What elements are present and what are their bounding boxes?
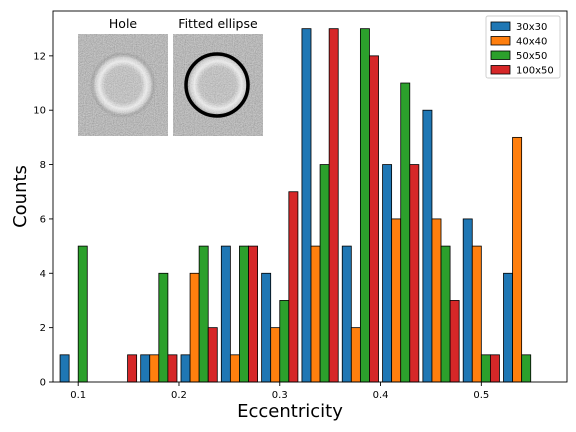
bar [391,218,402,383]
bar [310,245,321,383]
bar [77,245,88,383]
inset-images: Hole Fitted ellipse [78,16,263,136]
legend-label: 40x40 [516,37,547,48]
bar [167,354,178,383]
legend-label: 30x30 [516,22,547,33]
axes-frame [52,10,568,383]
y-tick-label: 4 [40,269,46,280]
bar [158,272,169,383]
bar [229,354,240,383]
y-tick-label: 2 [40,323,46,334]
x-axis-label: Eccentricity [237,401,343,422]
legend: 30x30 40x40 50x50 100x50 [485,15,561,79]
y-tick-label: 0 [40,378,46,389]
inset-hole-label: Hole [109,16,138,31]
bar [127,354,138,383]
bar [207,327,218,383]
x-tick-label: 0.1 [70,390,86,401]
inset-fitted-label: Fitted ellipse [178,16,258,31]
bar [248,245,258,383]
x-tick-label: 0.5 [473,390,489,401]
bar [180,354,191,383]
bar [59,354,70,383]
bar [328,28,339,383]
bar [341,245,352,383]
bar [440,245,451,383]
fitted-ellipse-image [173,34,263,136]
bar [409,164,420,383]
fitted-ellipse-outline [184,52,250,118]
bar [239,245,249,383]
bar [503,272,513,383]
bar [462,218,473,383]
bar [149,354,160,383]
bar [279,300,290,383]
x-tick-label: 0.4 [373,390,389,401]
bar [359,28,370,383]
legend-label: 100x50 [516,66,554,77]
plot-area: 0.1 0.2 0.3 0.4 0.5 0 2 4 6 8 10 12 Eccentricity Coun… [10,10,568,422]
bar [471,245,482,383]
bar [220,245,231,383]
bar [261,272,272,383]
bar [449,300,460,383]
bar [369,55,379,383]
bar [489,354,500,383]
y-tick-label: 10 [33,106,46,117]
legend-label: 50x50 [516,51,547,62]
y-tick-label: 12 [33,51,46,62]
bar [422,109,433,383]
bar [350,327,361,383]
bar [140,354,151,383]
bar [319,164,330,383]
bar [198,245,209,383]
bar [512,136,523,383]
bar [480,354,491,383]
hole-image [78,34,168,136]
y-tick-label: 6 [40,214,46,225]
bar [400,82,411,383]
bar [301,28,312,383]
y-tick-label: 8 [40,160,46,171]
legend-swatch [490,50,511,60]
legend-swatch [490,65,511,75]
y-axis-label: Counts [10,165,31,228]
legend-box [485,15,561,79]
bar [382,164,393,383]
bar [431,218,442,383]
x-tick-label: 0.2 [171,390,187,401]
legend-swatch [490,36,511,46]
bar [189,272,200,383]
legend-swatch [490,21,511,31]
bar [288,191,299,383]
bar [270,327,281,383]
x-tick-label: 0.3 [272,390,288,401]
bar [521,354,532,383]
